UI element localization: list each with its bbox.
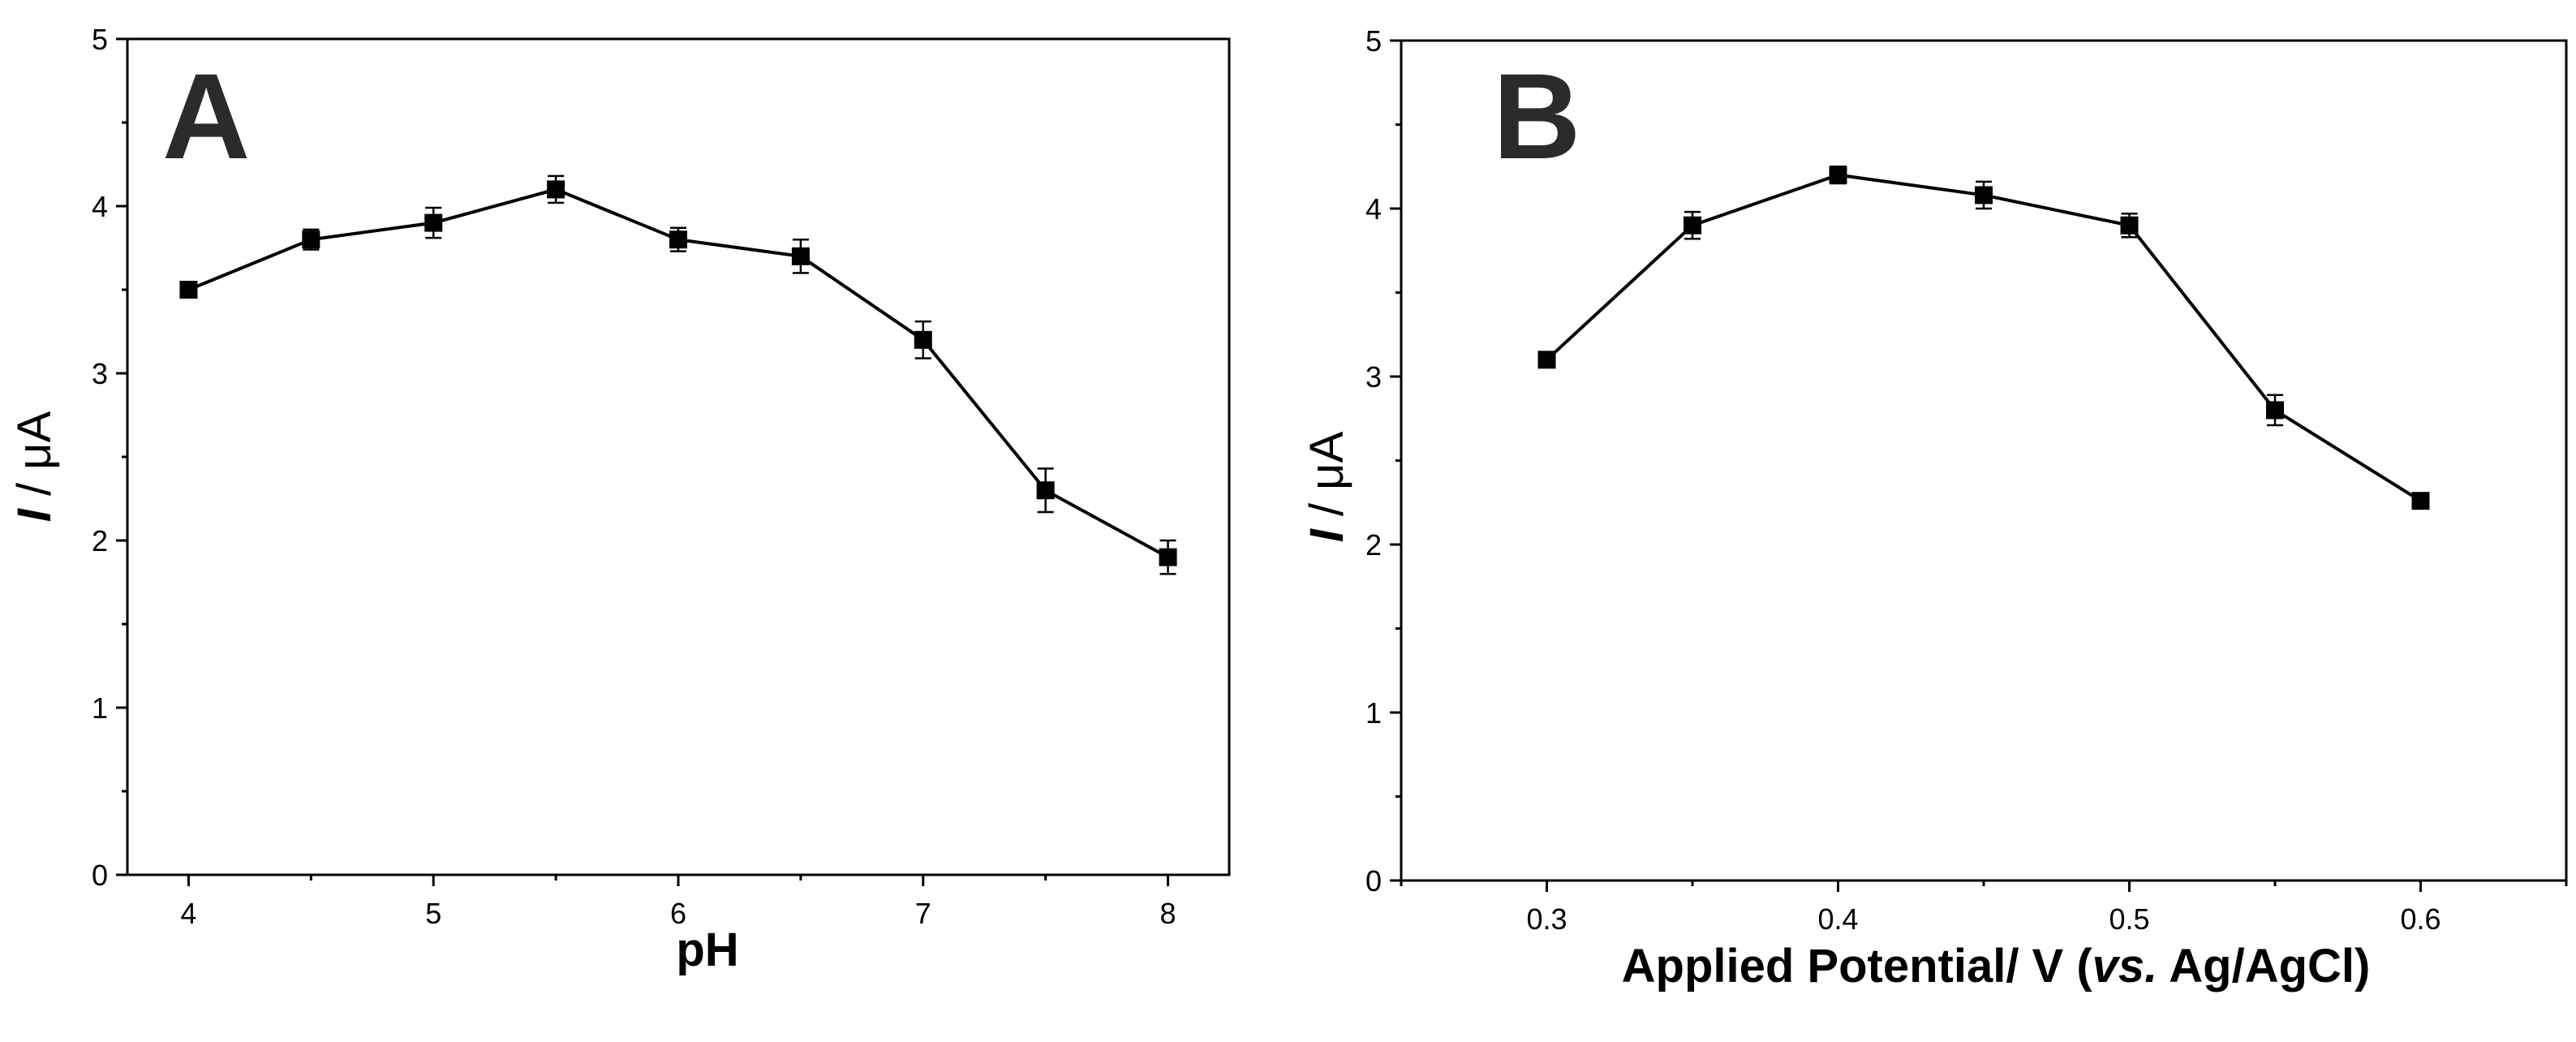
x-tick-label: 7: [915, 897, 931, 930]
panel-letter: A: [162, 48, 250, 184]
x-axis-title: pH: [676, 924, 738, 976]
y-tick-label: 2: [1365, 528, 1382, 562]
y-axis-title: I / μA: [8, 411, 61, 522]
y-tick-label: 0: [92, 859, 108, 892]
x-axis-title-part: Applied Potential/ V (: [1622, 940, 2093, 992]
y-tick-label: 3: [92, 357, 108, 390]
data-point: [2266, 401, 2284, 420]
y-tick-label: 3: [1365, 360, 1382, 394]
y-axis-title-rest: / μA: [1301, 431, 1353, 529]
data-point: [914, 330, 932, 349]
series-line: [1546, 173, 2422, 502]
x-tick-label: 0.6: [2400, 902, 2441, 936]
data-point: [1036, 481, 1055, 500]
x-axis-title: Applied Potential/ V (vs. Ag/AgCl): [1622, 940, 2371, 992]
data-point: [669, 230, 687, 249]
x-tick-label: 0.4: [1817, 902, 1858, 936]
y-tick-label: 0: [1365, 864, 1382, 898]
x-tick-label: 0.5: [2109, 902, 2149, 936]
x-tick-label: 6: [670, 897, 686, 930]
x-tick-label: 8: [1160, 897, 1176, 930]
y-axis-title-rest: / μA: [8, 411, 61, 509]
panel-b: 0 1 2 3 4 5 0.3 0.4 0.5 0.6 B Applied Potential/ V …: [1301, 24, 2568, 992]
data-point: [1159, 548, 1177, 566]
data-point: [1975, 186, 1993, 205]
data-point: [179, 281, 198, 299]
data-point: [1537, 351, 1556, 369]
panel-letter: B: [1493, 48, 1580, 184]
data-point: [2120, 216, 2139, 235]
y-tick-label: 4: [1365, 192, 1382, 226]
data-point: [791, 247, 810, 265]
x-tick-label: 4: [180, 897, 196, 930]
panel-a: 0 1 2 3 4 5 4 5 6 7 8 ApH I / μA: [8, 23, 1231, 976]
y-tick-label: 4: [92, 190, 108, 223]
data-point: [424, 213, 443, 232]
data-point: [1829, 166, 1847, 184]
y-tick-label: 2: [92, 524, 108, 558]
y-axis-title-italic: I: [1301, 527, 1353, 542]
y-tick-label: 5: [92, 23, 108, 56]
y-tick-label: 1: [92, 691, 108, 725]
x-axis-title-part: vs.: [2092, 940, 2158, 992]
y-axis-title-italic: I: [8, 507, 61, 522]
data-point: [547, 180, 566, 199]
data-point: [1684, 216, 1701, 235]
y-axis-title: I / μA: [1301, 431, 1353, 542]
x-axis-title-part: Ag/AgCl): [2157, 940, 2370, 992]
data-point: [2411, 492, 2430, 510]
y-tick-label: 5: [1365, 24, 1382, 58]
data-point: [302, 230, 320, 249]
plot-frame: [126, 37, 1231, 876]
x-tick-label: 5: [425, 897, 441, 930]
x-tick-label: 0.3: [1526, 902, 1567, 936]
y-tick-label: 1: [1365, 696, 1382, 730]
